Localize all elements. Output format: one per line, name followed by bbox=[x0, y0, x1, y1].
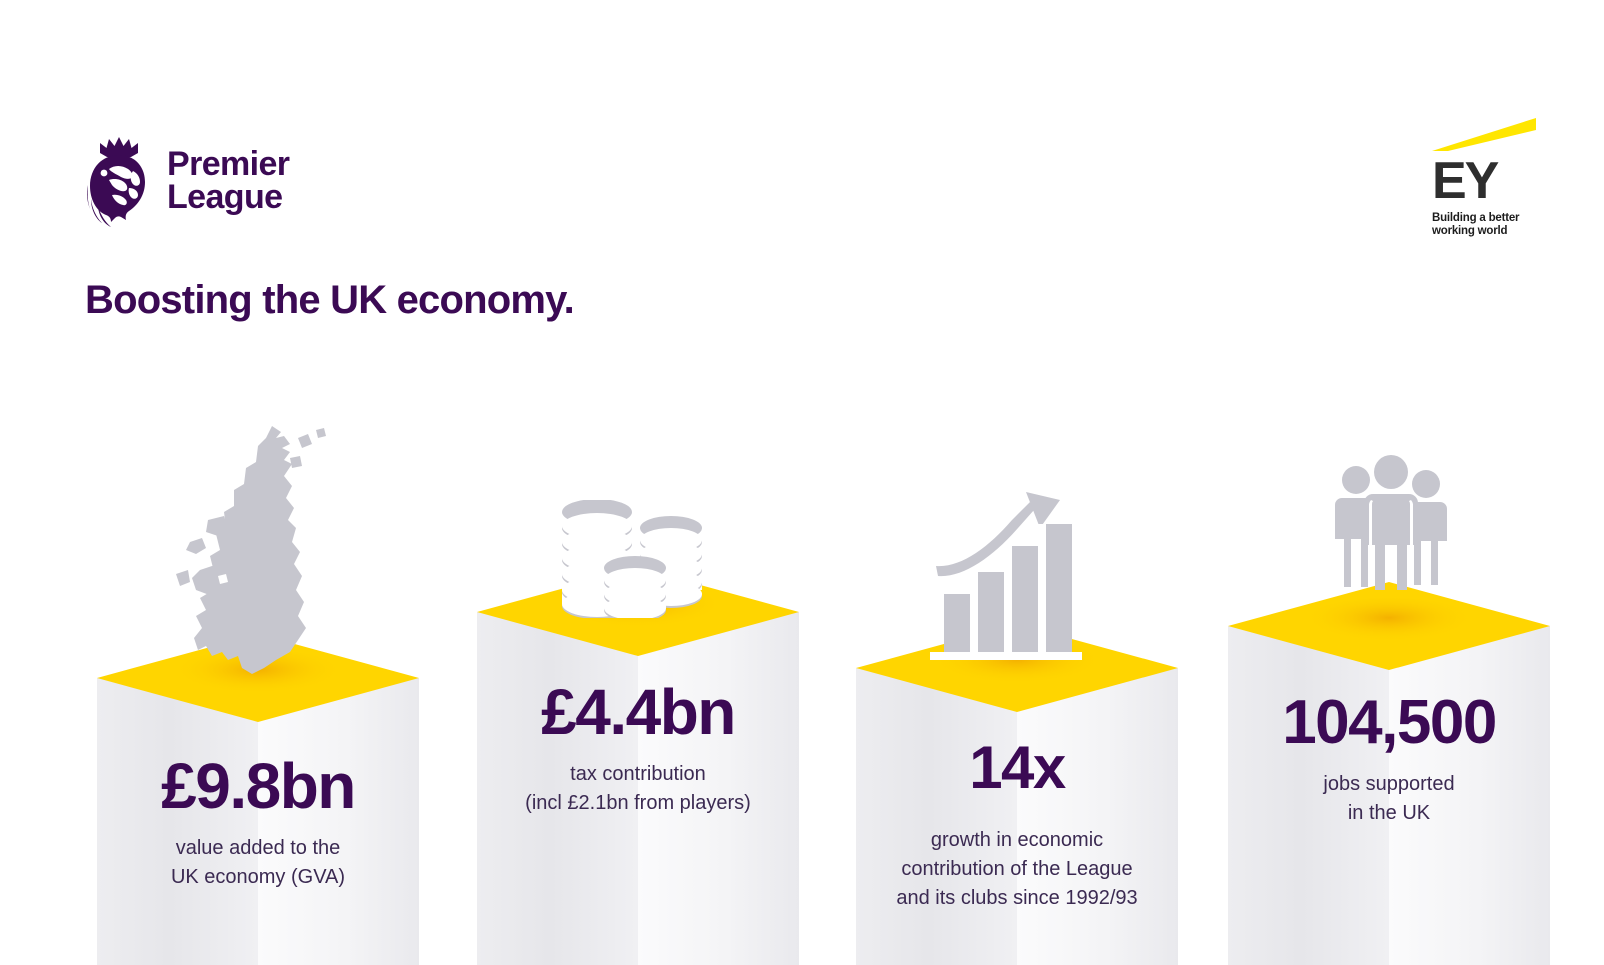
caption-line: tax contribution bbox=[570, 763, 706, 785]
stat-value: £9.8bn bbox=[161, 750, 356, 822]
ey-yellow-beam-icon bbox=[1432, 118, 1552, 157]
stat-caption: jobs supported in the UK bbox=[1228, 770, 1550, 828]
caption-line: in the UK bbox=[1347, 802, 1431, 824]
podium-top-growth bbox=[856, 624, 1178, 716]
stat-value: 14x bbox=[969, 734, 1066, 801]
stat-caption: growth in economic contribution of the L… bbox=[856, 826, 1178, 913]
stat-block-jobs: 104,500 jobs supported in the UK bbox=[1228, 692, 1550, 828]
stat-caption: value added to the UK economy (GVA) bbox=[97, 834, 419, 892]
stat-caption: tax contribution (incl £2.1bn from playe… bbox=[477, 760, 799, 818]
podium-face-left bbox=[1228, 626, 1389, 965]
stat-value: 104,500 bbox=[1282, 688, 1497, 757]
ey-logo: EY Building a better working world bbox=[1432, 118, 1552, 239]
ey-tagline: Building a better working world bbox=[1432, 212, 1552, 239]
caption-line: growth in economic bbox=[930, 829, 1104, 851]
podium-gva: £9.8bn value added to the UK economy (GV… bbox=[97, 678, 419, 965]
podium-jobs: 104,500 jobs supported in the UK bbox=[1228, 626, 1550, 965]
stat-block-tax: £4.4bn tax contribution (incl £2.1bn fro… bbox=[477, 680, 799, 818]
stat-block-growth: 14x growth in economic contribution of t… bbox=[856, 738, 1178, 913]
premier-league-wordmark: Premier League bbox=[167, 144, 290, 216]
caption-line: jobs supported bbox=[1323, 773, 1455, 795]
podium-face-right bbox=[258, 678, 419, 965]
stat-value: £4.4bn bbox=[541, 676, 736, 748]
podium-top-gva bbox=[97, 634, 419, 726]
podium-body bbox=[477, 612, 799, 965]
pl-lion-crown-icon bbox=[85, 133, 153, 229]
stat-block-gva: £9.8bn value added to the UK economy (GV… bbox=[97, 754, 419, 892]
pl-word-league: League bbox=[167, 178, 283, 216]
podium-face-left bbox=[856, 668, 1017, 965]
podium-growth: 14x growth in economic contribution of t… bbox=[856, 668, 1178, 965]
page-title: Boosting the UK economy. bbox=[85, 278, 575, 322]
podium-face-left bbox=[97, 678, 258, 965]
premier-league-logo: Premier League bbox=[85, 133, 290, 229]
podium-top-jobs bbox=[1228, 582, 1550, 674]
podium-top-tax bbox=[477, 568, 799, 660]
pl-word-premier: Premier bbox=[167, 144, 290, 183]
ey-tagline-line2: working world bbox=[1432, 225, 1508, 238]
caption-line: contribution of the League bbox=[901, 858, 1133, 880]
podium-face-left bbox=[477, 612, 638, 965]
podium-tax: £4.4bn tax contribution (incl £2.1bn fro… bbox=[477, 612, 799, 965]
podium-body bbox=[856, 668, 1178, 965]
podium-face-right bbox=[1017, 668, 1178, 965]
podium-body bbox=[1228, 626, 1550, 965]
podium-face-right bbox=[1389, 626, 1550, 965]
podium-face-right bbox=[638, 612, 799, 965]
people-group-icon bbox=[1330, 454, 1452, 590]
caption-line: UK economy (GVA) bbox=[170, 866, 346, 888]
caption-line: and its clubs since 1992/93 bbox=[896, 887, 1138, 909]
caption-line: value added to the bbox=[175, 837, 341, 859]
podium-body bbox=[97, 678, 419, 965]
ey-wordmark: EY bbox=[1432, 152, 1499, 210]
ey-tagline-line1: Building a better bbox=[1432, 211, 1520, 224]
caption-line: (incl £2.1bn from players) bbox=[525, 792, 751, 814]
